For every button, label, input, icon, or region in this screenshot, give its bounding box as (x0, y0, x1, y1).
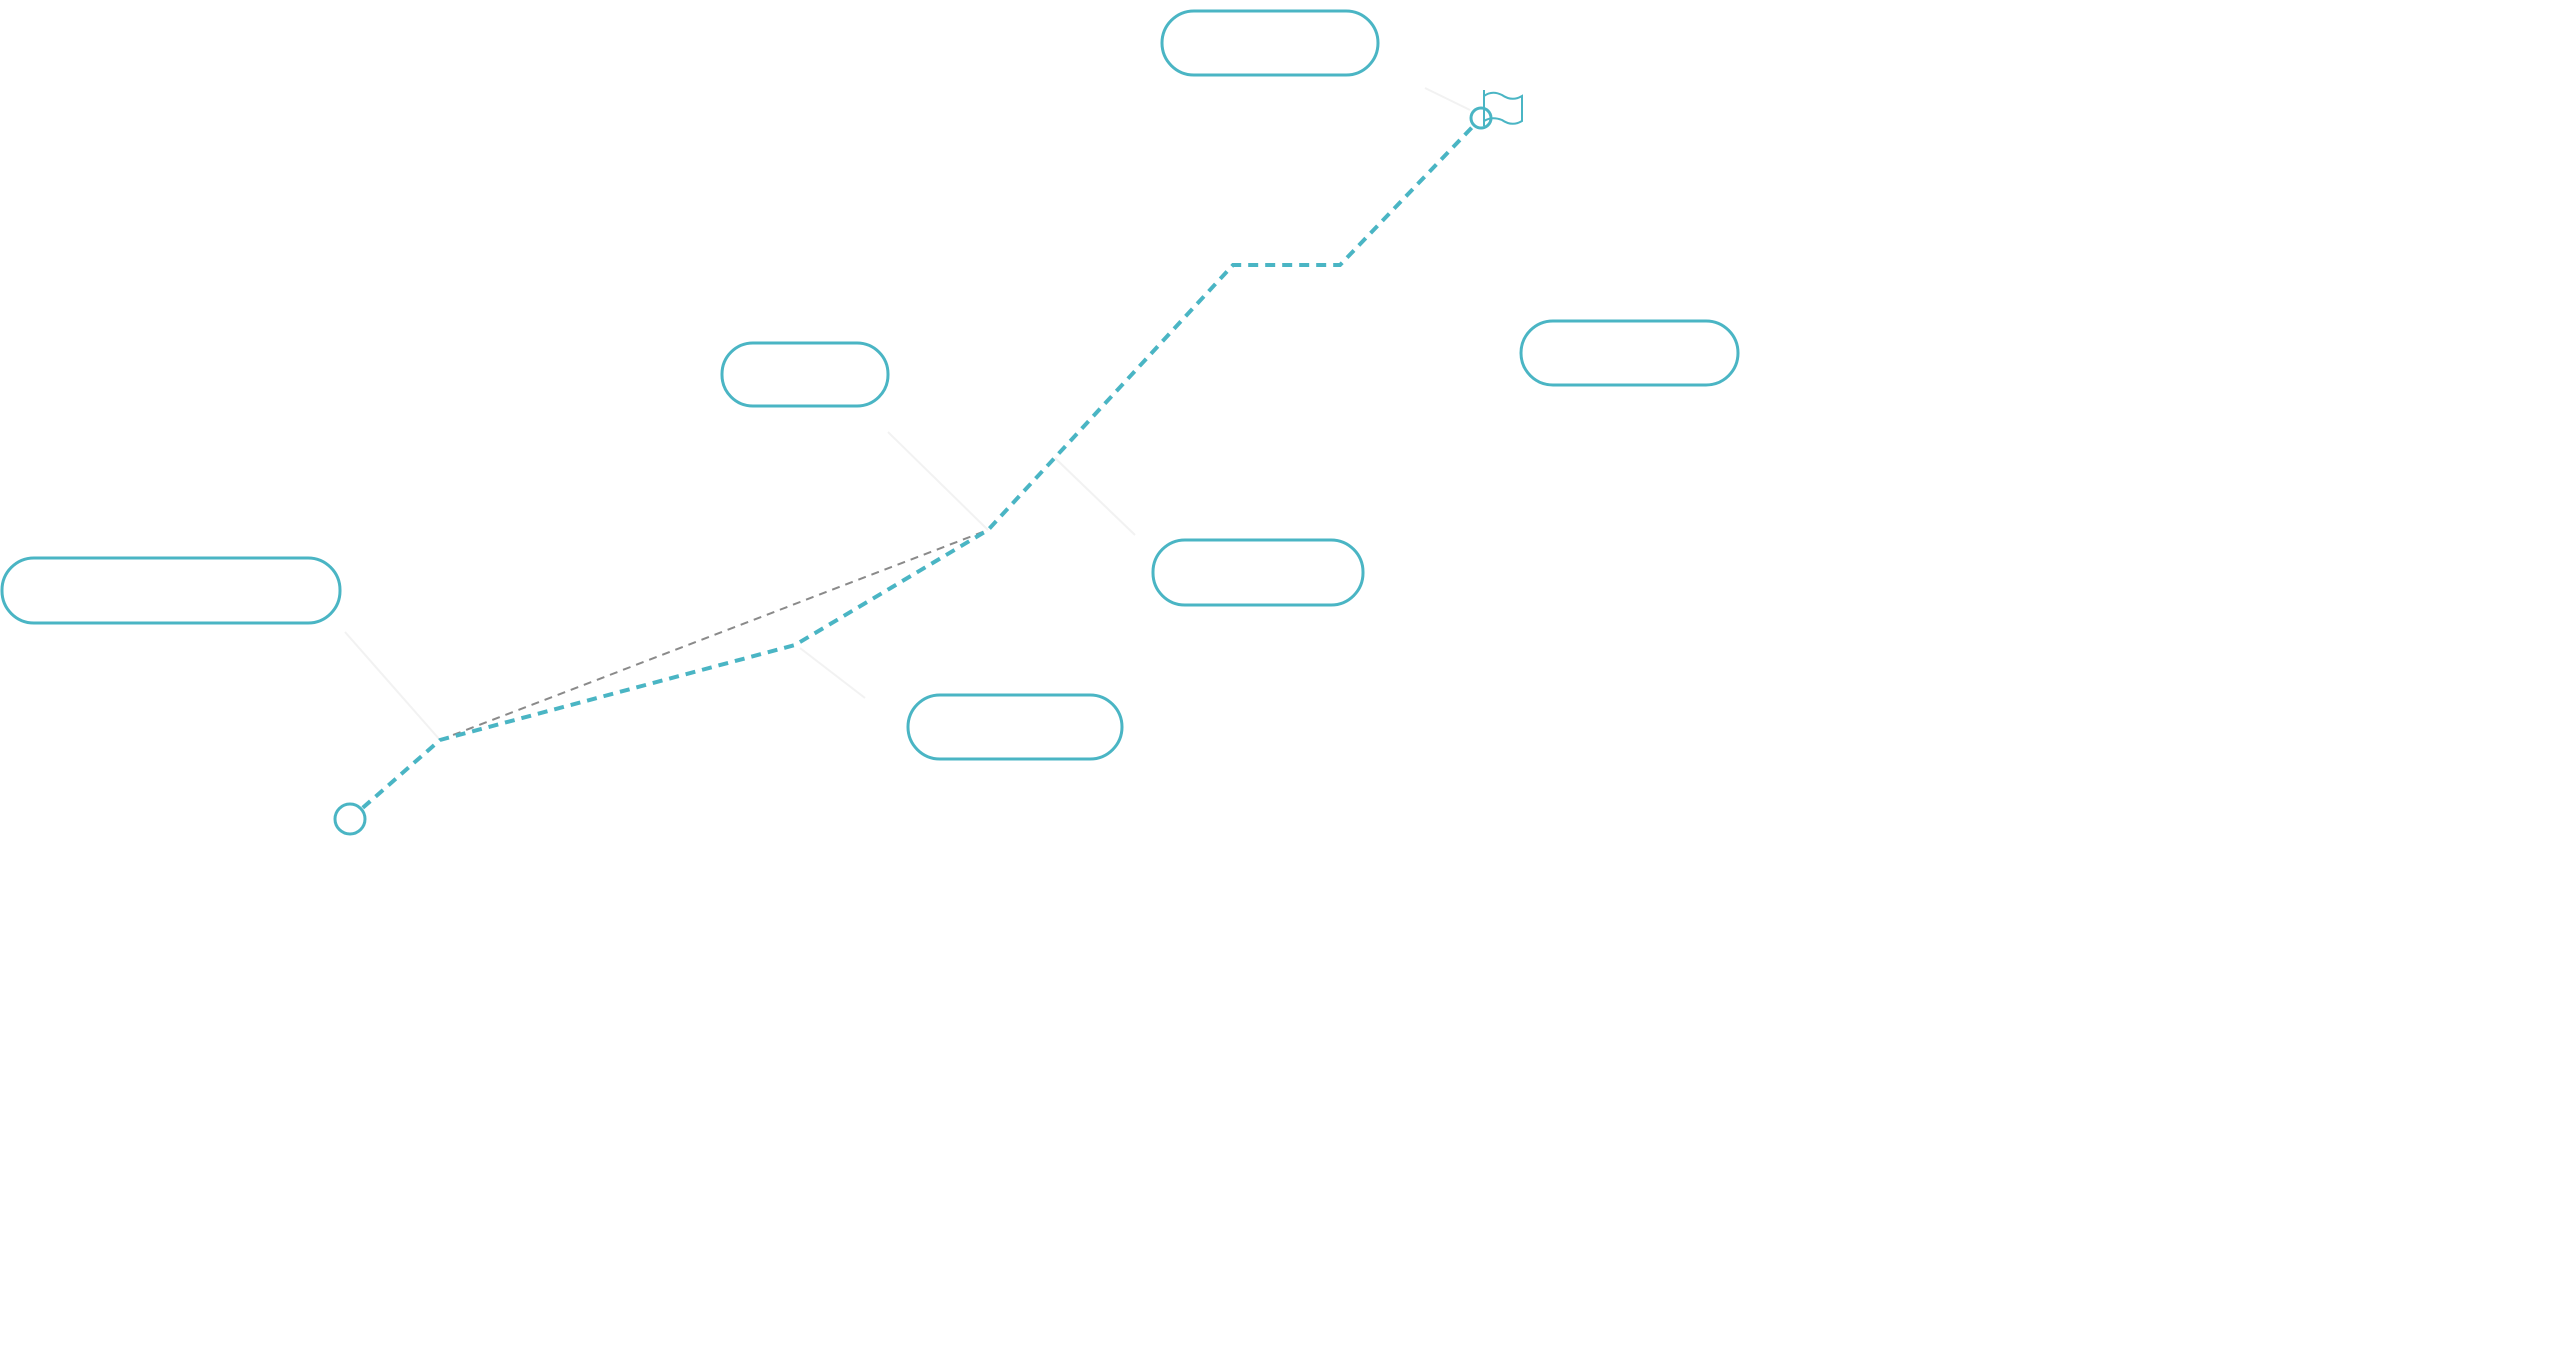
node-n1[interactable] (1160, 9, 1380, 77)
node-n4[interactable] (1151, 538, 1365, 607)
start-circle-icon (333, 802, 367, 836)
flag-icon (1483, 90, 1523, 126)
node-n5[interactable] (0, 556, 342, 625)
node-n6[interactable] (906, 693, 1124, 761)
end-circle-icon (1469, 106, 1493, 130)
connector (344, 631, 441, 741)
secondary-path (439, 529, 989, 741)
main-route-path (348, 116, 1483, 821)
faint-connectors (344, 87, 1471, 741)
connector (1054, 457, 1136, 536)
connector (887, 431, 989, 531)
connector (1424, 87, 1471, 111)
node-n3[interactable] (720, 341, 890, 408)
connector (799, 647, 866, 699)
node-n2[interactable] (1519, 319, 1740, 387)
